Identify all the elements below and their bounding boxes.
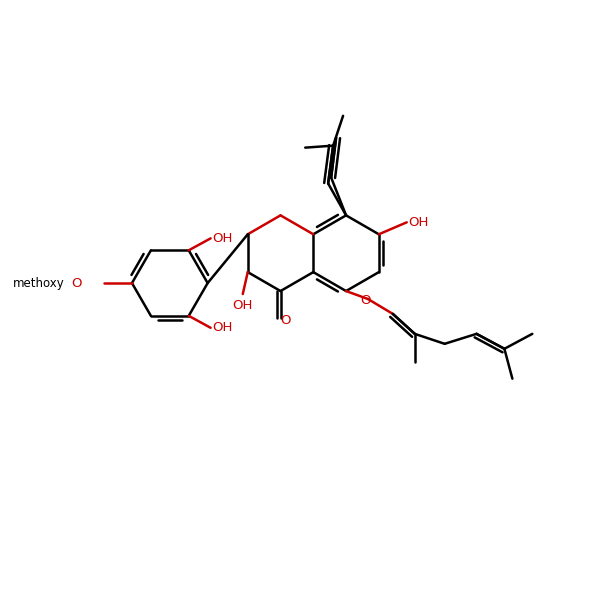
Text: O: O	[71, 277, 82, 290]
Text: O: O	[361, 293, 371, 307]
Text: OH: OH	[212, 321, 233, 334]
Text: OH: OH	[409, 216, 429, 229]
Text: OH: OH	[212, 232, 233, 245]
Text: OH: OH	[233, 299, 253, 313]
Text: O: O	[280, 314, 291, 327]
Text: methoxy: methoxy	[13, 277, 64, 290]
